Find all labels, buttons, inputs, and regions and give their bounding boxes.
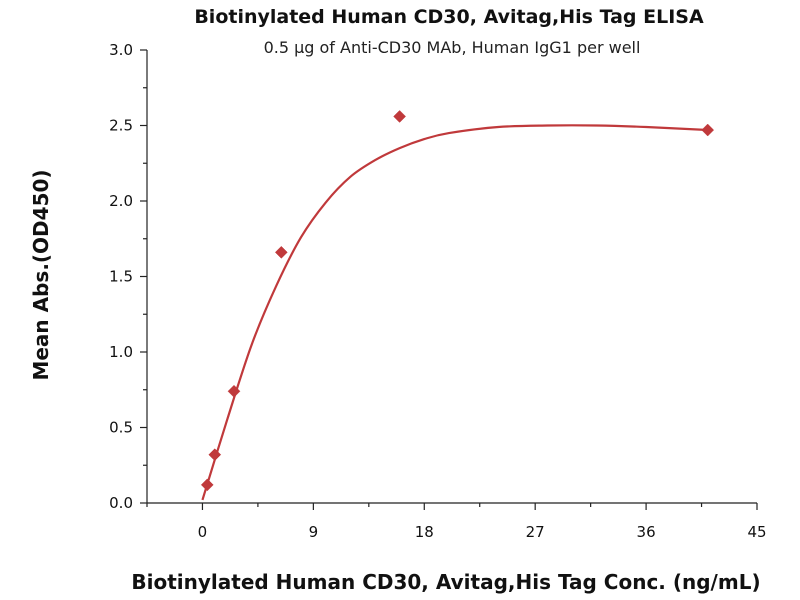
y-ticks: 0.0 0.5 1.0 1.5 2.0 2.5 3.0	[109, 41, 147, 512]
axes	[146, 50, 757, 504]
data-point	[208, 448, 222, 462]
y-tick-label: 2.0	[109, 192, 133, 210]
y-tick-label: 1.0	[109, 343, 133, 361]
y-tick-label: 0.0	[109, 494, 133, 512]
y-axis-label: Mean Abs.(OD450)	[29, 169, 53, 380]
data-points-layer	[200, 110, 715, 492]
x-tick-label: 45	[747, 523, 766, 541]
data-point	[701, 123, 715, 137]
x-tick-label: 0	[198, 523, 208, 541]
x-tick-label: 36	[637, 523, 656, 541]
y-tick-label: 3.0	[109, 41, 133, 59]
data-point	[393, 110, 406, 123]
x-tick-label: 9	[309, 523, 319, 541]
data-point	[200, 478, 214, 492]
y-tick-label: 2.5	[109, 117, 133, 135]
y-tick-label: 1.5	[109, 268, 133, 286]
data-point	[227, 384, 241, 398]
x-axis-label: Biotinylated Human CD30, Avitag,His Tag …	[131, 570, 760, 594]
chart-title: Biotinylated Human CD30, Avitag,His Tag …	[194, 6, 704, 28]
x-ticks: 0 9 18 27 36 45	[146, 503, 767, 541]
x-tick-label: 27	[526, 523, 545, 541]
fit-curve	[201, 124, 708, 501]
x-tick-label: 18	[415, 523, 434, 541]
data-point	[274, 245, 288, 259]
fit-curve-layer	[201, 124, 708, 501]
y-tick-label: 0.5	[109, 419, 133, 437]
chart-subtitle: 0.5 μg of Anti-CD30 MAb, Human IgG1 per …	[264, 38, 641, 57]
